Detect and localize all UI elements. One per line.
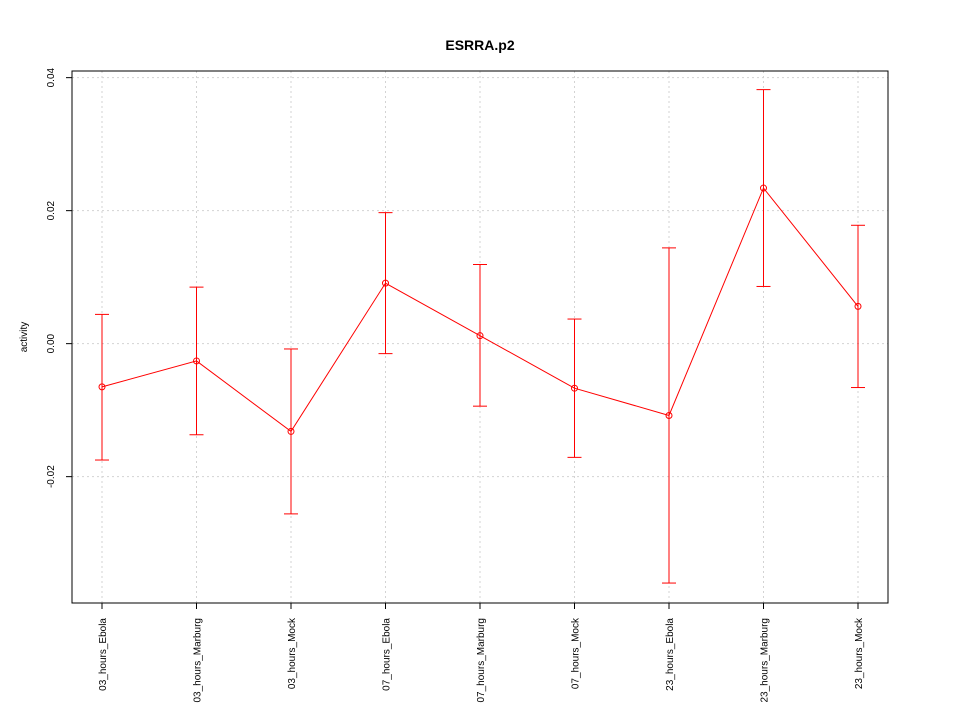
x-tick-label: 03_hours_Mock — [287, 617, 298, 689]
data-point — [287, 427, 295, 435]
y-tick-label: 0.02 — [46, 200, 57, 220]
chart-title: ESRRA.p2 — [445, 37, 514, 53]
y-tick-label: -0.02 — [46, 465, 57, 488]
data-point — [98, 383, 106, 391]
data-point — [571, 384, 578, 392]
data-point — [760, 184, 767, 192]
data-point — [854, 302, 862, 310]
x-tick-label: 23_hours_Marburg — [760, 618, 771, 703]
data-series — [95, 89, 865, 584]
data-point — [476, 332, 484, 340]
data-point — [382, 279, 389, 287]
y-tick-label: 0.00 — [46, 333, 57, 353]
data-point — [665, 411, 673, 419]
x-axis: 03_hours_Ebola 03_hours_Marburg 03_hours_M… — [98, 603, 865, 703]
y-tick-label: 0.04 — [46, 67, 57, 87]
series-line — [101, 187, 859, 433]
x-tick-label: 07_hours_Marburg — [476, 618, 487, 703]
y-axis: -0.02 0.00 0.02 0.04 — [46, 67, 72, 488]
x-tick-label: 23_hours_Ebola — [665, 618, 676, 691]
data-point — [193, 357, 200, 365]
x-tick-label: 23_hours_Mock — [854, 617, 865, 689]
x-tick-label: 03_hours_Marburg — [193, 618, 204, 703]
x-tick-label: 07_hours_Mock — [571, 617, 582, 689]
x-tick-label: 03_hours_Ebola — [98, 618, 109, 691]
y-axis-label: activity — [19, 322, 30, 353]
x-tick-label: 07_hours_Ebola — [382, 618, 393, 691]
